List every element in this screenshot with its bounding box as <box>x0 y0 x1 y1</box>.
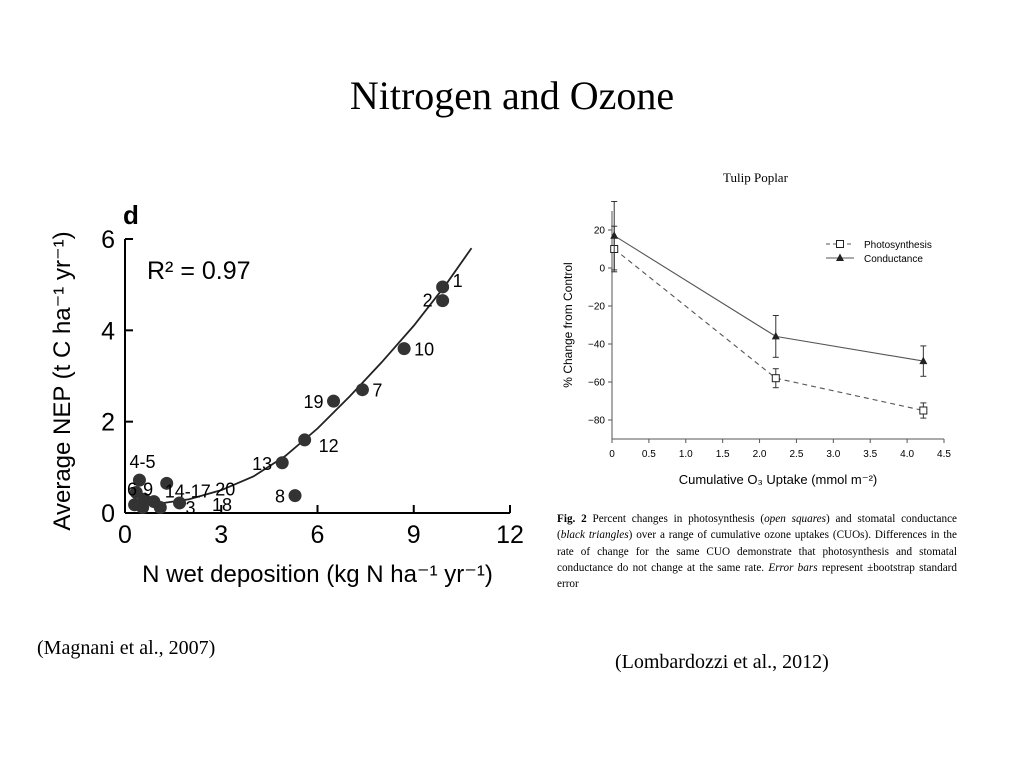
data-label: 18 <box>212 495 232 515</box>
panel-letter: d <box>123 200 139 230</box>
citation-lombardozzi: (Lombardozzi et al., 2012) <box>615 651 829 673</box>
x-tick-label: 3.0 <box>826 449 840 460</box>
r-squared-annotation: R² = 0.97 <box>147 257 251 285</box>
ozone-chart-title: Tulip Poplar <box>723 170 788 185</box>
data-label: 20 <box>215 479 235 499</box>
data-point-2 <box>397 342 411 356</box>
x-tick-label: 0 <box>118 521 132 549</box>
y-tick-label: −40 <box>588 340 605 351</box>
data-point-5 <box>298 433 312 447</box>
conductance-marker <box>771 331 780 340</box>
x-tick-label: 3.5 <box>863 449 877 460</box>
x-tick-label: 1.0 <box>679 449 693 460</box>
photosynthesis-marker <box>919 406 928 415</box>
y-tick-label: 20 <box>594 226 606 237</box>
y-tick-label: 6 <box>101 226 115 254</box>
data-label: 8 <box>275 487 285 507</box>
x-axis-label: Cumulative O₃ Uptake (mmol m⁻²) <box>679 472 878 487</box>
y-tick-label: 0 <box>101 500 115 528</box>
legend-label-photosynthesis: Photosynthesis <box>864 240 932 251</box>
x-tick-label: 0 <box>609 449 615 460</box>
data-label: 14-17 <box>165 481 211 501</box>
caption-text-3: ) over a range of cumulative ozone uptak… <box>557 529 957 574</box>
data-label: 13 <box>252 454 272 474</box>
data-point-8 <box>132 473 146 487</box>
legend-marker-photosynthesis <box>836 240 844 248</box>
x-tick-label: 2.5 <box>789 449 803 460</box>
figure-caption: Fig. 2 Percent changes in photosynthesis… <box>557 511 957 592</box>
data-point-15 <box>153 501 167 515</box>
y-tick-label: 0 <box>599 264 605 275</box>
data-point-16 <box>128 498 142 512</box>
data-label: 10 <box>414 340 434 360</box>
x-tick-label: 1.5 <box>716 449 730 460</box>
x-tick-label: 0.5 <box>642 449 656 460</box>
data-label: 9 <box>143 479 153 499</box>
data-point-6 <box>275 456 289 470</box>
y-axis-label: % Change from Control <box>561 262 575 387</box>
data-point-0 <box>436 280 450 294</box>
data-point-12 <box>160 476 174 490</box>
data-point-4 <box>327 394 341 408</box>
data-label: 4-5 <box>129 452 155 472</box>
legend-marker-conductance <box>836 253 844 261</box>
legend-label-conductance: Conductance <box>864 254 923 265</box>
caption-text-1: Percent changes in photosynthesis ( <box>586 513 765 525</box>
y-tick-label: −60 <box>588 378 605 389</box>
slide-title: Nitrogen and Ozone <box>349 73 675 118</box>
x-tick-label: 2.0 <box>753 449 767 460</box>
data-point-7 <box>288 489 302 503</box>
caption-text-2: ) and stomatal conductance ( <box>557 513 957 542</box>
citation-magnani: (Magnani et al., 2007) <box>37 637 216 659</box>
caption-italic-2: black triangles <box>560 529 629 542</box>
x-tick-label: 4.5 <box>937 449 951 460</box>
x-axis-label: N wet deposition (kg N ha⁻¹ yr⁻¹) <box>142 561 493 588</box>
y-tick-label: −20 <box>588 302 605 313</box>
x-tick-label: 9 <box>407 521 421 549</box>
data-point-1 <box>436 294 450 308</box>
caption-text-4: represent ±bootstrap standard error <box>557 561 957 591</box>
series-line-photosynthesis <box>613 248 924 412</box>
data-label: 7 <box>372 381 382 401</box>
x-tick-label: 4.0 <box>900 449 914 460</box>
data-point-13 <box>173 496 187 510</box>
x-tick-label: 3 <box>214 521 228 549</box>
data-point-3 <box>355 383 369 397</box>
y-axis-label: Average NEP (t C ha⁻¹ yr⁻¹) <box>49 231 76 530</box>
x-tick-label: 12 <box>496 521 524 549</box>
conductance-marker <box>919 356 928 365</box>
x-tick-label: 6 <box>311 521 325 549</box>
data-label: 12 <box>319 436 339 456</box>
y-tick-label: 2 <box>101 409 115 437</box>
caption-italic-3: Error bars <box>768 561 818 574</box>
data-label: 19 <box>304 392 324 412</box>
caption-label: Fig. 2 <box>557 513 587 525</box>
data-label: 6 <box>127 479 137 499</box>
data-label: 3 <box>186 498 196 518</box>
data-label: 1 <box>453 271 463 291</box>
caption-italic-1: open squares <box>764 513 826 525</box>
conductance-marker <box>610 231 619 239</box>
data-label: 2 <box>423 291 433 311</box>
y-tick-label: 4 <box>101 317 115 345</box>
y-tick-label: −80 <box>588 416 605 427</box>
photosynthesis-marker <box>771 374 780 383</box>
